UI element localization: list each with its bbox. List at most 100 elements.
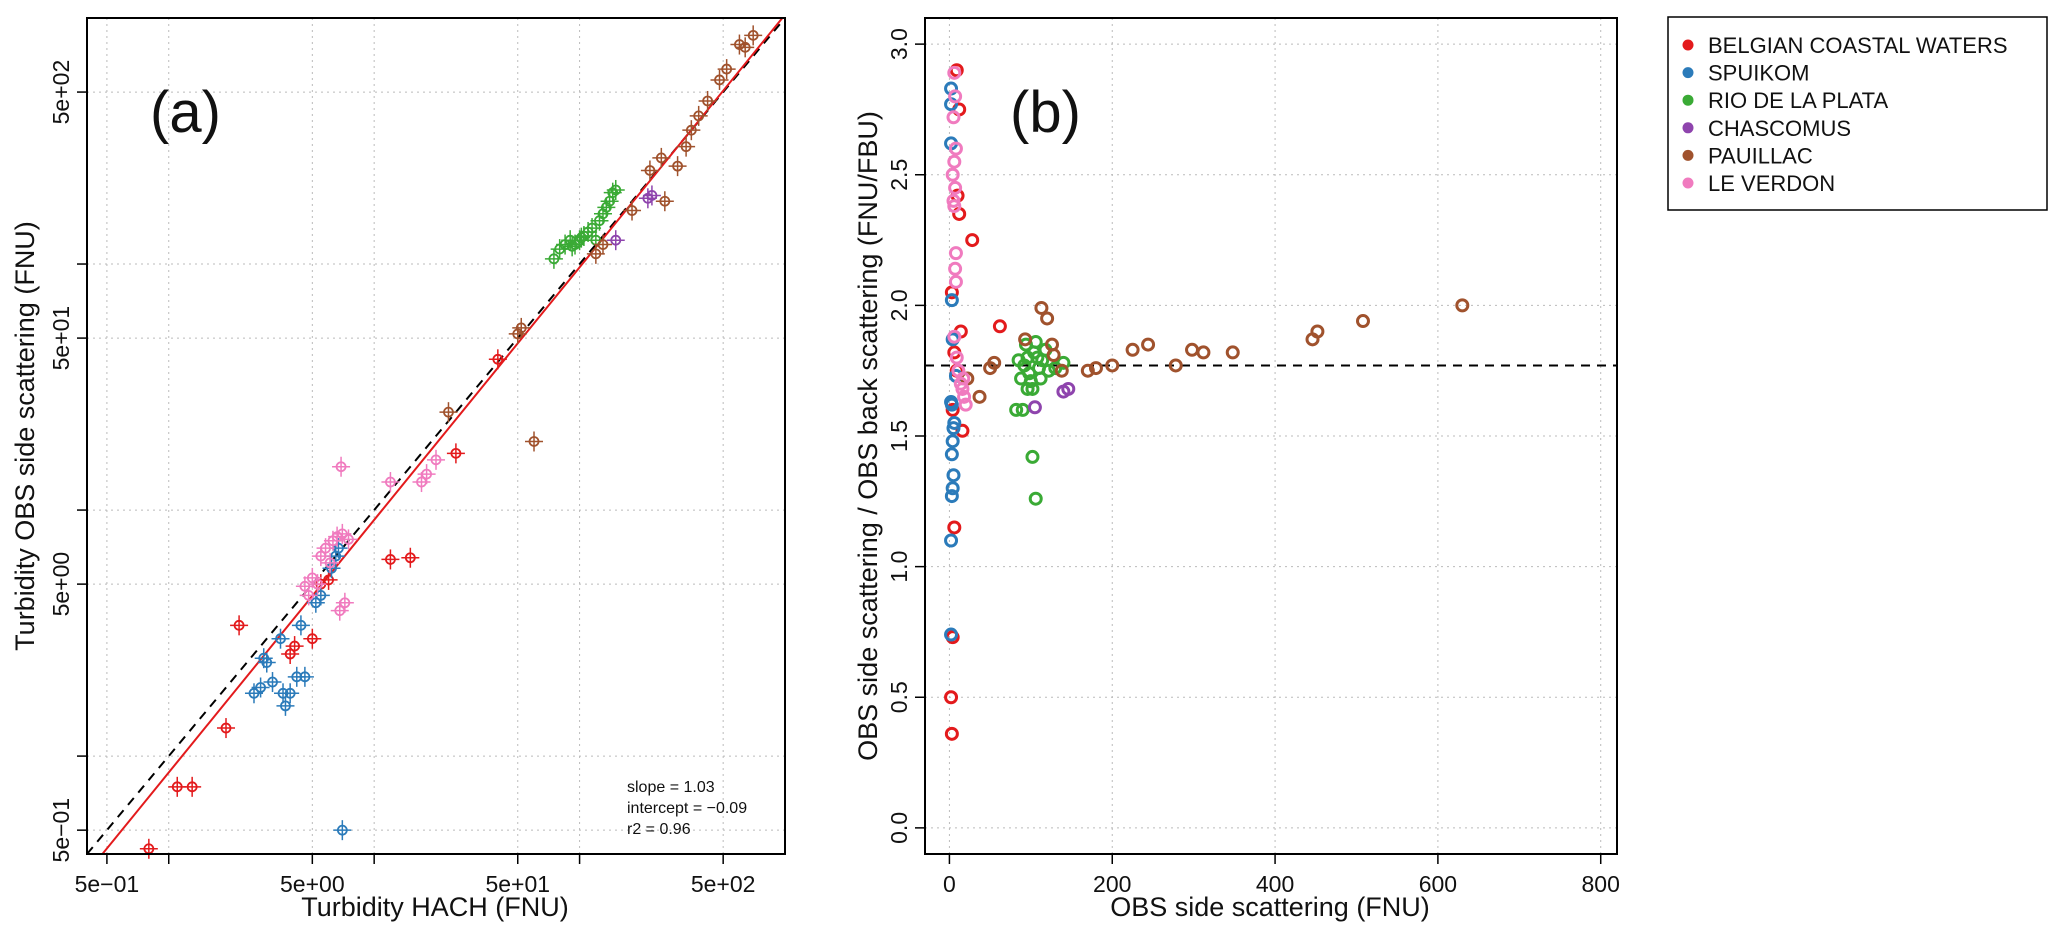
y-tick-label: 3.0 [886,28,912,60]
y-tick-label: 5e+00 [48,552,74,617]
data-point [946,421,961,436]
data-point [186,781,198,793]
legend-label: LE VERDON [1708,171,1835,196]
legend-marker [1682,122,1694,134]
panel-a-grid [87,18,785,854]
data-point [721,63,733,75]
data-point [233,619,245,631]
data-point [267,676,278,688]
data-point [956,371,971,386]
data-point [255,682,266,693]
data-point [1088,361,1103,376]
y-tick-label: 0.0 [886,812,912,844]
panel-a-ylabel: Turbidity OBS side scattering (FNU) [10,221,40,651]
data-point [1041,363,1056,378]
data-point [702,95,714,107]
y-tick-label: 2.0 [886,289,912,321]
data-point [945,402,960,417]
data-point [734,39,745,50]
data-point [948,261,963,276]
data-point [335,461,347,473]
data-point [945,481,960,496]
data-point [944,533,959,548]
data-point [644,165,656,176]
data-point [280,700,291,712]
data-point [1168,358,1183,373]
data-point [597,239,609,250]
data-point [1046,348,1061,363]
data-point [947,154,962,169]
data-point [336,528,348,540]
data-point [1025,381,1040,396]
data-point [958,397,973,412]
data-point [1125,342,1140,357]
data-point [948,89,963,104]
data-point [1018,337,1033,352]
data-point [385,554,396,565]
data-point [1040,311,1055,326]
data-point [303,589,315,601]
data-point [1015,402,1030,417]
data-point [324,557,336,569]
data-point [171,781,183,793]
data-point [944,447,959,462]
panel-a-points [139,25,763,859]
data-point [949,350,964,365]
data-point [1018,332,1033,347]
data-point [947,329,962,344]
data-point [965,233,980,248]
data-point [326,562,337,574]
data-point [528,436,540,447]
stats-r2: r2 = 0.96 [627,821,691,838]
legend-box [1667,16,2048,211]
data-point [320,542,331,554]
legend-label: PAUILLAC [1708,143,1813,168]
data-point [299,671,311,683]
data-point [295,619,307,631]
x-tick-label: 400 [1256,871,1294,897]
data-point [944,690,959,705]
data-point [948,180,963,195]
data-point [306,633,318,645]
data-point [945,167,960,182]
x-tick-label: 600 [1419,871,1457,897]
data-point [1355,314,1370,329]
panel-a-label: (a) [150,80,221,145]
panel-b-points [944,63,1470,741]
data-point [947,415,962,430]
x-tick-label: 5e+01 [485,871,550,897]
data-point [1196,345,1211,360]
data-point [948,274,963,289]
data-point [947,65,962,80]
panel-b-xlabel: OBS side scattering (FNU) [1110,892,1430,922]
x-tick-label: 5e−01 [75,871,140,897]
stats-slope: slope = 1.03 [627,779,715,796]
y-tick-label: 0.5 [886,681,912,713]
data-point [944,293,959,308]
y-tick-label: 5e+02 [48,60,74,125]
data-point [1034,300,1049,315]
data-point [655,152,667,164]
panel-b: 0 200 400 600 800 0.00.51.01.52.02.53.0 (b) … [853,17,1620,922]
data-point [1056,355,1071,370]
data-point [385,476,396,488]
data-point [1455,298,1470,313]
data-point [404,552,416,564]
legend-marker [1682,149,1694,161]
data-point [1185,342,1200,357]
x-tick-label: 5e+02 [691,871,756,897]
data-point [248,687,260,699]
data-point [646,190,658,201]
data-point [944,489,959,504]
data-point [610,234,622,246]
panel-b-ylabel: OBS side scattering / OBS back scatterin… [853,111,883,761]
panel-b-x-ticks: 0 200 400 600 800 [943,854,1620,897]
y-tick-label: 2.5 [886,159,912,191]
data-point [685,124,697,136]
data-point [946,110,961,125]
panel-b-label: (b) [1010,80,1081,145]
data-point [659,195,671,207]
